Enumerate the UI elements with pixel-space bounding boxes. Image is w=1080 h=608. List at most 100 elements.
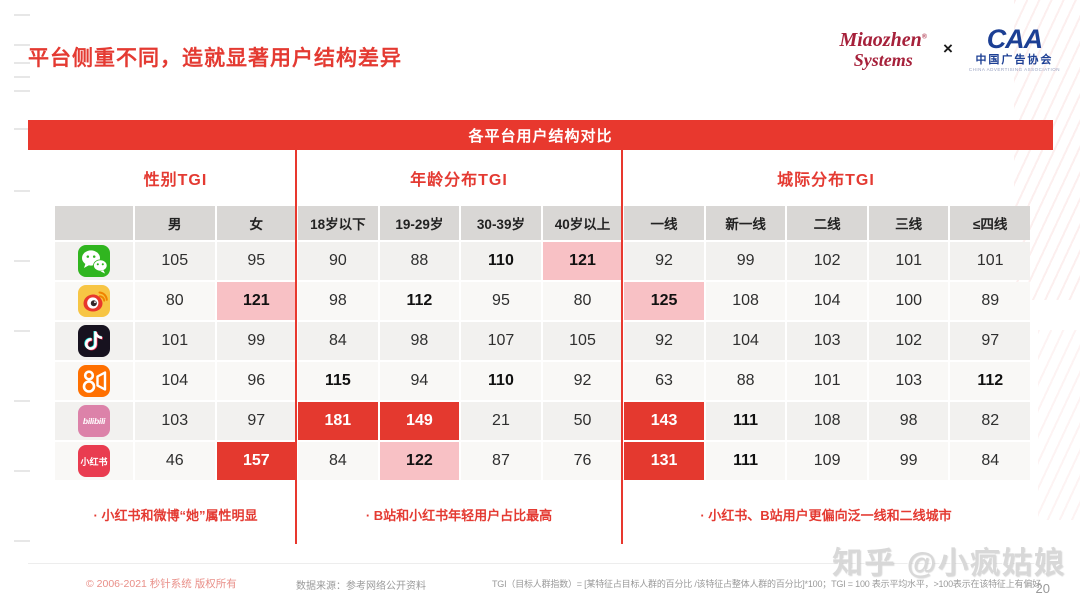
tgi-cell-douyin-4: 107 (461, 322, 541, 360)
column-header-2-4: ≤四线 (950, 206, 1030, 240)
notes-row: · 小红书和微博“她”属性明显 · B站和小红书年轻用户占比最高 · 小红书、B… (55, 486, 1030, 542)
platform-cell-wechat (55, 242, 133, 280)
tgi-cell-wechat-9: 101 (868, 242, 949, 280)
tgi-cell-wechat-5: 121 (542, 242, 623, 280)
tgi-cell-xiaohongshu-1: 157 (216, 442, 297, 480)
tgi-cell-kuaishou-6: 63 (624, 362, 704, 400)
bilibili-icon: bilibili (78, 405, 110, 437)
note-gender: · 小红书和微博“她”属性明显 (93, 507, 258, 523)
caa-logo-acronym: CAA (986, 24, 1044, 54)
tgi-cell-weibo-1: 121 (216, 282, 297, 320)
tgi-cell-douyin-1: 99 (216, 322, 297, 360)
platform-cell-kuaishou (55, 362, 133, 400)
column-header-2-1: 新一线 (705, 206, 786, 240)
tgi-cell-wechat-2: 90 (298, 242, 378, 280)
tgi-cell-wechat-4: 110 (461, 242, 541, 280)
tgi-cell-wechat-6: 92 (624, 242, 704, 280)
platform-cell-weibo (55, 282, 133, 320)
tgi-cell-kuaishou-4: 110 (461, 362, 541, 400)
tgi-cell-bilibili-10: 82 (950, 402, 1030, 440)
platform-cell-bilibili: bilibili (55, 402, 133, 440)
group-header-city: 城际分布TGI (777, 172, 875, 189)
tgi-cell-weibo-6: 125 (624, 282, 704, 320)
tgi-cell-weibo-4: 95 (461, 282, 541, 320)
miaozhen-logo: Miaozhen® Systems (839, 30, 926, 69)
douyin-icon (78, 325, 110, 357)
tgi-cell-xiaohongshu-3: 122 (379, 442, 460, 480)
tgi-cell-weibo-5: 80 (542, 282, 623, 320)
tgi-cell-weibo-9: 100 (868, 282, 949, 320)
tgi-cell-douyin-9: 102 (868, 322, 949, 360)
tgi-cell-xiaohongshu-8: 109 (787, 442, 867, 480)
tgi-cell-bilibili-2: 181 (298, 402, 378, 440)
tgi-cell-weibo-8: 104 (787, 282, 867, 320)
weibo-icon (78, 285, 110, 317)
tgi-cell-bilibili-3: 149 (379, 402, 460, 440)
copyright-text: © 2006-2021 秒针系统 版权所有 (86, 578, 237, 590)
tgi-cell-xiaohongshu-7: 111 (705, 442, 786, 480)
tgi-cell-kuaishou-2: 115 (298, 362, 378, 400)
data-source-text: 数据来源：参考网络公开资料 (296, 581, 426, 592)
tgi-cell-bilibili-7: 111 (705, 402, 786, 440)
column-header-platform (55, 206, 133, 240)
column-header-2-3: 三线 (868, 206, 949, 240)
column-header-0-1: 女 (216, 206, 297, 240)
tgi-cell-xiaohongshu-9: 99 (868, 442, 949, 480)
tgi-cell-kuaishou-5: 92 (542, 362, 623, 400)
tgi-cell-weibo-10: 89 (950, 282, 1030, 320)
tgi-cell-kuaishou-7: 88 (705, 362, 786, 400)
caa-logo-subtitle: CHINA ADVERTISING ASSOCIATION (968, 67, 1060, 72)
decor-dash (14, 44, 30, 46)
tgi-cell-weibo-3: 112 (379, 282, 460, 320)
tgi-cell-wechat-7: 99 (705, 242, 786, 280)
decor-dash (14, 540, 30, 542)
decor-dash (14, 76, 30, 78)
tgi-cell-bilibili-4: 21 (461, 402, 541, 440)
tgi-cell-kuaishou-0: 104 (135, 362, 215, 400)
tgi-cell-xiaohongshu-0: 46 (135, 442, 215, 480)
tgi-cell-douyin-6: 92 (624, 322, 704, 360)
caa-logo-name: 中国广告协会 (975, 54, 1054, 66)
page-title: 平台侧重不同，造就显著用户结构差异 (28, 47, 402, 70)
tgi-cell-bilibili-8: 108 (787, 402, 867, 440)
group-header-row: 性别TGI 年龄分布TGI 城际分布TGI (55, 150, 1030, 206)
decor-dash (14, 62, 30, 64)
tgi-cell-kuaishou-3: 94 (379, 362, 460, 400)
tgi-cell-bilibili-9: 98 (868, 402, 949, 440)
tgi-cell-weibo-2: 98 (298, 282, 378, 320)
tgi-cell-xiaohongshu-2: 84 (298, 442, 378, 480)
logo-separator-x: × (942, 39, 953, 59)
footer-divider (28, 563, 1053, 564)
column-header-1-0: 18岁以下 (298, 206, 378, 240)
tgi-cell-weibo-7: 108 (705, 282, 786, 320)
data-table: 男女 18岁以下 19-29岁 30-39岁 40岁以上 一线 新一线 二线 三线 ≤四线 105 9… (55, 206, 1030, 480)
tgi-cell-xiaohongshu-10: 84 (950, 442, 1030, 480)
decor-dash (14, 14, 30, 16)
wechat-icon (78, 245, 110, 277)
column-header-1-3: 40岁以上 (542, 206, 623, 240)
decor-dash (14, 330, 30, 332)
kuaishou-icon (78, 365, 110, 397)
group-header-gender: 性别TGI (143, 172, 208, 189)
caa-logo: CAA 中国广告协会 CHINA ADVERTISING ASSOCIATION (969, 26, 1060, 73)
decor-dash (14, 470, 30, 472)
tgi-cell-xiaohongshu-5: 76 (542, 442, 623, 480)
decor-hatch-bottom-right (1038, 330, 1080, 520)
column-header-1-1: 19-29岁 (379, 206, 460, 240)
tgi-cell-bilibili-0: 103 (135, 402, 215, 440)
tgi-cell-weibo-0: 80 (135, 282, 215, 320)
tgi-cell-bilibili-6: 143 (624, 402, 704, 440)
watermark: 知乎 @小疯姑娘 (832, 547, 1066, 580)
miaozhen-logo-line1: Miaozhen® (839, 28, 927, 51)
tgi-cell-wechat-10: 101 (950, 242, 1030, 280)
tgi-cell-wechat-1: 95 (216, 242, 297, 280)
tgi-cell-douyin-5: 105 (542, 322, 623, 360)
group-header-age: 年龄分布TGI (410, 172, 508, 189)
decor-dash (14, 400, 30, 402)
tgi-cell-douyin-3: 98 (379, 322, 460, 360)
table-title-banner: 各平台用户结构对比 (28, 120, 1053, 150)
tgi-cell-bilibili-1: 97 (216, 402, 297, 440)
bilibili-icon-text: bilibili (82, 416, 106, 426)
tgi-cell-douyin-10: 97 (950, 322, 1030, 360)
